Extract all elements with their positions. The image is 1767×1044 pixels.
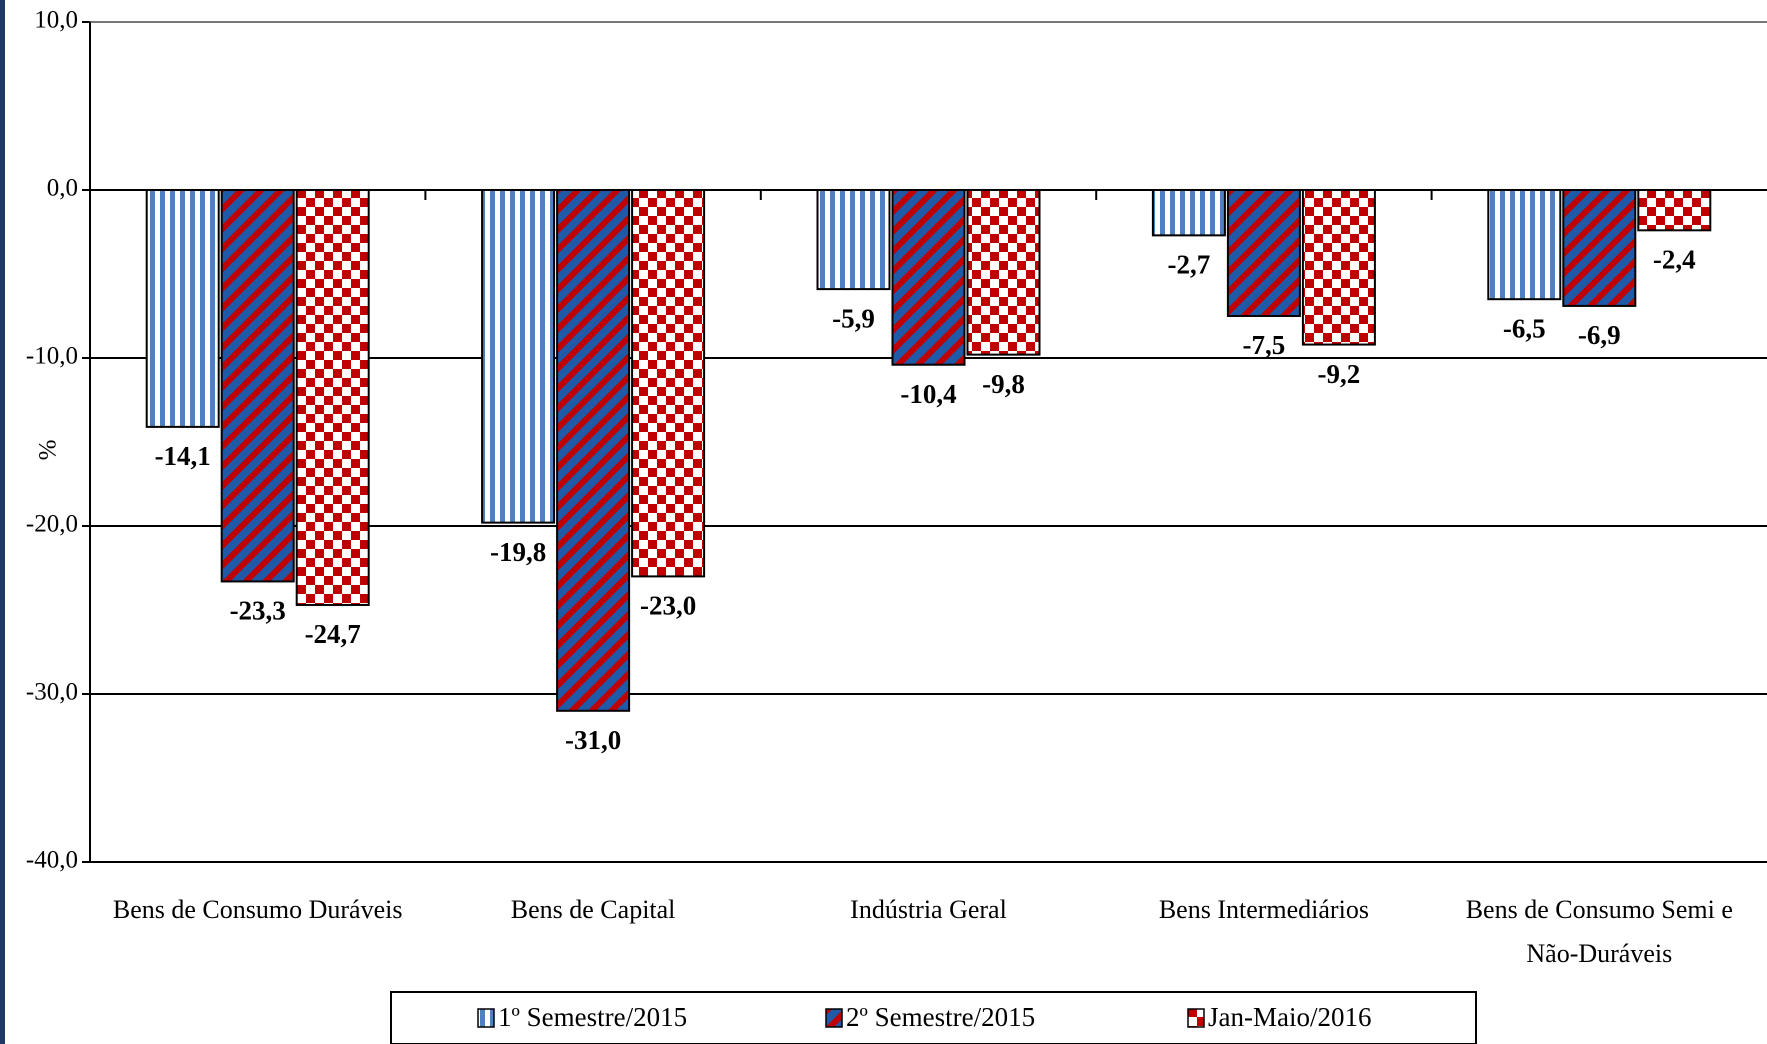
bar <box>1637 189 1712 232</box>
x-tick-label: Bens Intermediários <box>1158 895 1369 924</box>
left-border <box>0 0 5 1044</box>
bar <box>1562 189 1637 307</box>
value-label: -14,1 <box>155 441 211 471</box>
value-label: -19,8 <box>490 537 546 567</box>
bar <box>481 189 556 524</box>
value-label: -6,9 <box>1578 320 1621 350</box>
y-tick-label: 0,0 <box>47 175 78 202</box>
value-label: -9,2 <box>1318 359 1361 389</box>
bar <box>631 189 706 578</box>
bar <box>966 189 1041 356</box>
legend-label: 2º Semestre/2015 <box>846 1002 1035 1032</box>
bar <box>295 189 370 606</box>
y-tick-label: -20,0 <box>26 511 78 538</box>
y-tick-label: -10,0 <box>26 343 78 370</box>
x-tick-label: Bens de Consumo Semi e Não-Duráveis <box>1465 895 1733 968</box>
bar <box>1487 189 1562 301</box>
bar <box>556 189 631 712</box>
bar <box>145 189 220 428</box>
bar <box>891 189 966 366</box>
y-tick-label: -30,0 <box>26 679 78 706</box>
value-label: -7,5 <box>1243 330 1286 360</box>
y-tick-label: -40,0 <box>26 847 78 874</box>
value-label: -23,3 <box>230 596 286 626</box>
legend-swatch <box>825 1008 843 1028</box>
x-tick-label: Bens de Capital <box>510 895 676 924</box>
value-label: -10,4 <box>900 379 956 409</box>
legend-label: 1º Semestre/2015 <box>498 1002 687 1032</box>
bar <box>1226 189 1301 317</box>
legend-box <box>390 991 1477 1044</box>
x-tick-label: Indústria Geral <box>850 895 1007 924</box>
value-label: -31,0 <box>565 725 621 755</box>
value-label: -23,0 <box>640 591 696 621</box>
value-label: -9,8 <box>982 369 1025 399</box>
value-label: -6,5 <box>1503 313 1546 343</box>
y-tick-label: 10,0 <box>34 7 78 34</box>
value-label: -24,7 <box>305 619 361 649</box>
legend-swatch <box>477 1008 495 1028</box>
legend-label: Jan-Maio/2016 <box>1208 1002 1371 1032</box>
y-axis-label: % <box>35 440 62 461</box>
legend-swatch <box>1187 1008 1205 1028</box>
value-label: -2,7 <box>1168 250 1211 280</box>
bar <box>220 189 295 583</box>
bar <box>1151 189 1226 237</box>
value-label: -5,9 <box>832 303 875 333</box>
bar <box>816 189 891 291</box>
bar <box>1301 189 1376 346</box>
value-label: -2,4 <box>1653 245 1696 275</box>
x-tick-label: Bens de Consumo Duráveis <box>112 895 403 924</box>
